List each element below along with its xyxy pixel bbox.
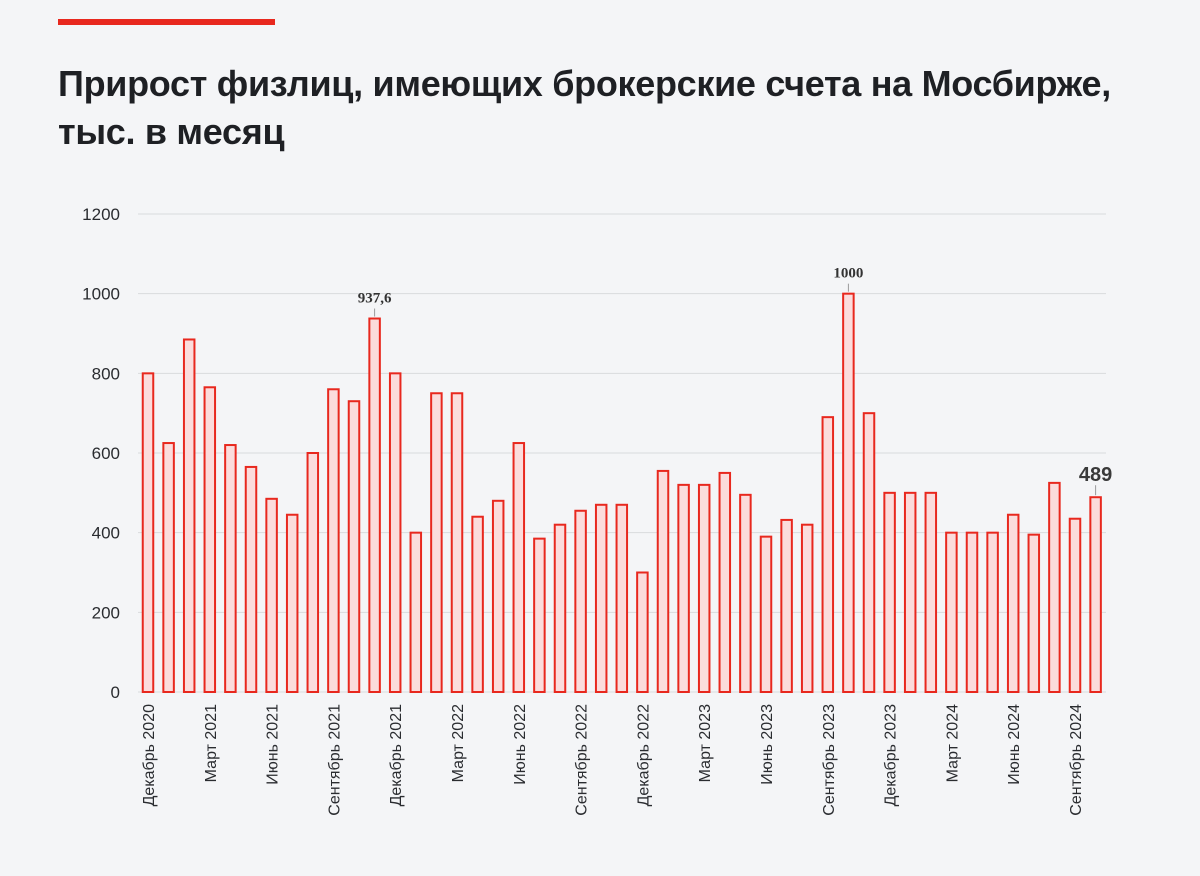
- x-tick-label: Март 2021: [203, 704, 220, 782]
- data-label: 1000: [833, 266, 863, 282]
- x-tick-label: Сентябрь 2022: [574, 704, 591, 816]
- x-tick-label: Декабрь 2023: [883, 704, 900, 807]
- annotations: 937,6 1000 489: [358, 266, 1112, 496]
- bar: [224, 444, 237, 693]
- y-tick-label: 1000: [82, 285, 120, 304]
- x-tick-label: Сентябрь 2023: [821, 704, 838, 816]
- bar: [265, 497, 278, 693]
- bar: [430, 392, 443, 693]
- bar: [162, 442, 175, 693]
- y-tick-label: 800: [92, 364, 120, 383]
- bar: [285, 513, 299, 693]
- bar: [986, 531, 999, 694]
- bar: [821, 416, 835, 693]
- bar: [1027, 533, 1041, 693]
- accent-line: [58, 19, 275, 25]
- x-tick-label: Декабрь 2022: [635, 704, 652, 807]
- bar: [450, 392, 464, 693]
- x-tick-label: Март 2022: [450, 704, 467, 782]
- bar: [141, 372, 155, 693]
- bar: [780, 518, 793, 693]
- x-tick-label: Март 2023: [697, 704, 714, 782]
- bar: [718, 471, 732, 693]
- bar: [1048, 481, 1061, 693]
- x-tick-label: Июнь 2023: [759, 704, 776, 785]
- bar: [1068, 517, 1082, 693]
- bar: [883, 491, 896, 694]
- x-axis: Декабрь 2020 Март 2021 Июнь 2021 Сентябрь 2…: [141, 704, 1085, 816]
- y-tick-label: 600: [92, 444, 120, 463]
- bar: [677, 483, 690, 693]
- bar: [347, 400, 361, 693]
- x-tick-label: Сентябрь 2021: [326, 704, 343, 816]
- x-tick-label: Июнь 2021: [265, 704, 282, 785]
- bar: [368, 317, 381, 693]
- data-label: 489: [1079, 464, 1112, 486]
- bars: [141, 292, 1102, 694]
- bar: [739, 493, 752, 694]
- y-axis: 0 200 400 600 800 1000 1200: [82, 205, 120, 702]
- bar: [182, 338, 196, 693]
- bar: [615, 503, 629, 693]
- x-tick-label: Декабрь 2020: [141, 704, 158, 807]
- bar: [656, 469, 670, 693]
- bar: [512, 442, 526, 693]
- y-tick-label: 1200: [82, 205, 120, 224]
- bar: [924, 491, 938, 694]
- bar: [574, 509, 587, 693]
- bar: [244, 465, 258, 694]
- x-tick-label: Июнь 2022: [512, 704, 529, 785]
- x-tick-label: Июнь 2024: [1006, 704, 1023, 785]
- bar: [800, 523, 814, 694]
- x-tick-label: Декабрь 2021: [388, 704, 405, 807]
- bar: [306, 452, 320, 693]
- bar: [203, 386, 217, 693]
- bar: [862, 412, 876, 693]
- bar: [491, 499, 505, 693]
- bar: [327, 388, 340, 693]
- bar: [636, 571, 649, 693]
- bar: [471, 515, 484, 693]
- x-tick-label: Март 2024: [944, 704, 961, 782]
- bar: [903, 491, 917, 694]
- y-tick-label: 200: [92, 603, 120, 622]
- y-tick-label: 0: [111, 683, 120, 702]
- bar: [533, 537, 546, 693]
- bar: [965, 531, 979, 694]
- bar: [1006, 513, 1020, 693]
- x-tick-label: Сентябрь 2024: [1068, 704, 1085, 816]
- bar: [759, 535, 773, 694]
- chart-title: Прирост физлиц, имеющих брокерские счета…: [58, 63, 1111, 152]
- bar: [697, 483, 711, 693]
- bar: [409, 531, 423, 694]
- y-tick-label: 400: [92, 524, 120, 543]
- bar: [945, 531, 958, 694]
- data-label: 937,6: [358, 291, 392, 307]
- bar: [388, 372, 402, 693]
- bar: [553, 523, 567, 694]
- bar: [842, 292, 855, 693]
- bar: [594, 503, 608, 693]
- bar: [1089, 496, 1102, 693]
